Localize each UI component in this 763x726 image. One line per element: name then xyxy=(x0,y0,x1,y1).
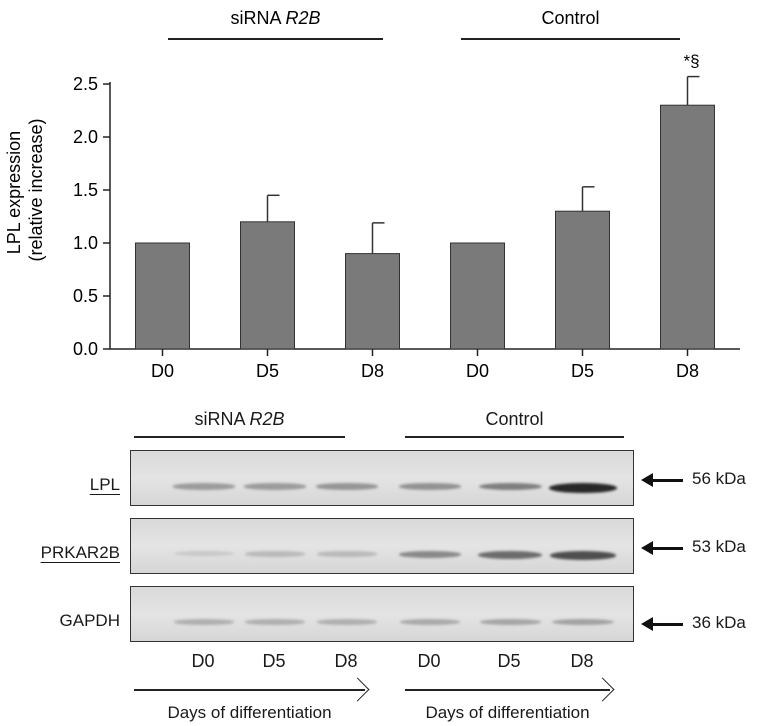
molecular-weight-label: 53 kDa xyxy=(692,537,746,556)
lane-label: D8 xyxy=(334,651,358,671)
y-tick-label: 1.0 xyxy=(73,233,98,253)
y-tick-label: 1.5 xyxy=(73,180,98,200)
protein-band xyxy=(245,551,305,557)
arrow-head-icon xyxy=(590,677,615,702)
blot-group-bracket xyxy=(405,436,624,438)
significance-annotation: *§ xyxy=(683,52,699,71)
blot-row-label: LPL xyxy=(89,475,120,494)
blot-panel xyxy=(130,586,634,642)
blot-row-label: GAPDH xyxy=(59,611,120,630)
bar xyxy=(450,242,505,350)
arrow-icon xyxy=(641,541,653,555)
blot-panel xyxy=(130,518,634,574)
protein-band xyxy=(552,619,614,626)
chart-group-headers: siRNA R2B Control xyxy=(168,8,680,40)
protein-band xyxy=(550,551,616,560)
protein-band xyxy=(316,619,378,625)
lane-label: D5 xyxy=(262,651,286,671)
molecular-weight-label: 56 kDa xyxy=(692,469,746,488)
y-axis-label: LPL expression (relative increase) xyxy=(4,118,46,261)
arrow-line xyxy=(405,689,610,691)
protein-band xyxy=(398,551,462,559)
protein-band xyxy=(549,483,617,494)
x-tick-label: D0 xyxy=(151,361,174,380)
bar xyxy=(345,253,400,350)
days-of-differentiation-label: Days of differentiation xyxy=(425,703,590,722)
protein-band xyxy=(399,619,461,626)
chart-axes: 0.0 0.5 1.0 1.5 2.0 2.5 xyxy=(73,74,740,359)
lane-label: D5 xyxy=(497,651,521,671)
protein-band xyxy=(479,619,541,626)
group-label: siRNA R2B xyxy=(230,8,320,28)
blot-group-bracket xyxy=(134,436,345,438)
bar xyxy=(240,221,295,350)
lane-label: D8 xyxy=(570,651,594,671)
lane-label: D0 xyxy=(417,651,441,671)
arrow-head-icon xyxy=(345,677,370,702)
bar xyxy=(660,104,715,350)
protein-band xyxy=(317,551,377,557)
blot-group-label: Control xyxy=(485,409,544,429)
y-tick-label: 0.0 xyxy=(73,339,98,359)
protein-band xyxy=(244,483,306,490)
blot-panel xyxy=(130,450,634,506)
x-tick-label: D5 xyxy=(256,361,279,380)
protein-band xyxy=(174,551,234,557)
protein-band xyxy=(478,483,542,491)
protein-band xyxy=(173,483,235,490)
molecular-weight-label: 36 kDa xyxy=(692,613,746,632)
chart-bars: D0 D5 D8 D0 D5 *§ D8 xyxy=(135,52,715,380)
arrow-icon xyxy=(641,617,653,631)
x-tick-label: D8 xyxy=(676,361,699,380)
arrow-icon xyxy=(645,547,683,550)
protein-band xyxy=(173,619,235,625)
bar-chart: siRNA R2B Control 0.0 0.5 1.0 1.5 2.0 2.5 D0 D5… xyxy=(4,8,740,380)
protein-band xyxy=(244,619,306,625)
x-tick-label: D5 xyxy=(571,361,594,380)
y-tick-label: 2.0 xyxy=(73,127,98,147)
y-tick-label: 2.5 xyxy=(73,74,98,94)
arrow-icon xyxy=(645,479,683,482)
blot-group-label: siRNA R2B xyxy=(194,409,285,429)
blot-row-label: PRKAR2B xyxy=(40,543,120,562)
group-label: Control xyxy=(541,8,599,28)
protein-band xyxy=(399,483,461,490)
days-of-differentiation-label: Days of differentiation xyxy=(167,703,332,722)
bar xyxy=(555,210,610,350)
x-tick-label: D8 xyxy=(361,361,384,380)
protein-band xyxy=(316,483,378,490)
arrow-icon xyxy=(641,473,653,487)
lane-label: D0 xyxy=(191,651,215,671)
x-tick-label: D0 xyxy=(466,361,489,380)
arrow-icon xyxy=(645,623,683,626)
protein-band xyxy=(478,551,542,560)
y-tick-label: 0.5 xyxy=(73,286,98,306)
bar xyxy=(135,242,190,350)
arrow-line xyxy=(134,689,365,691)
